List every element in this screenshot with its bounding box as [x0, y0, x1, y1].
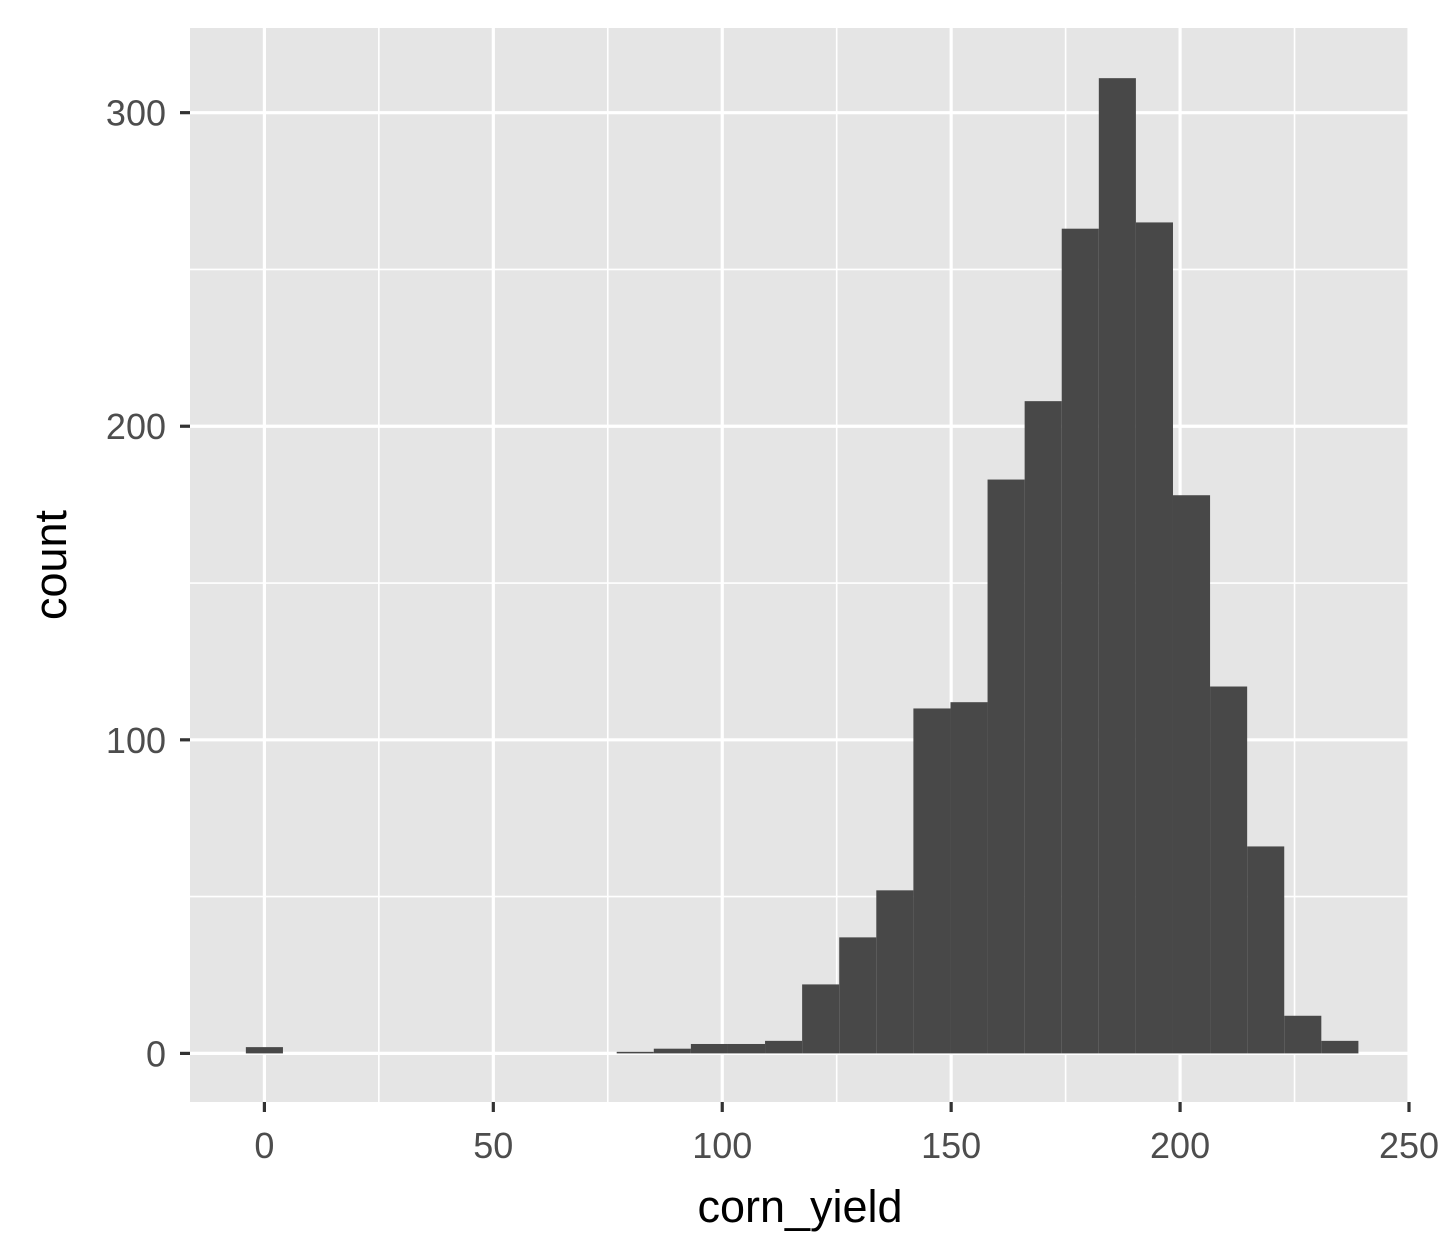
histogram-bar	[616, 1051, 654, 1054]
x-tick-label: 150	[921, 1125, 981, 1166]
histogram-bar	[1024, 401, 1062, 1054]
histogram-bars	[245, 78, 1359, 1054]
histogram-bar	[987, 479, 1025, 1054]
histogram-bar	[727, 1043, 766, 1054]
x-tick-label: 0	[254, 1125, 274, 1166]
histogram-bar	[1098, 78, 1136, 1054]
histogram-bar	[839, 937, 877, 1054]
histogram-bar	[1061, 228, 1099, 1054]
histogram-bar	[1321, 1040, 1359, 1054]
histogram-bar	[653, 1048, 691, 1054]
y-tick-label: 200	[106, 406, 166, 447]
histogram-bar	[245, 1047, 283, 1054]
histogram-bar	[802, 984, 840, 1054]
x-tick-label: 200	[1150, 1125, 1210, 1166]
histogram-bar	[1172, 495, 1211, 1054]
x-axis-ticks: 0 50 100 150 200 250	[254, 1102, 1439, 1166]
x-tick-label: 100	[692, 1125, 752, 1166]
histogram-bar	[876, 890, 914, 1054]
histogram-bar	[765, 1040, 803, 1054]
y-axis-title: count	[25, 509, 76, 620]
x-tick-label: 50	[473, 1125, 513, 1166]
y-tick-label: 0	[146, 1033, 166, 1074]
histogram-bar	[1284, 1015, 1322, 1054]
histogram-bar	[690, 1043, 728, 1054]
histogram-bar	[950, 702, 988, 1054]
y-tick-label: 300	[106, 93, 166, 134]
x-tick-label: 250	[1379, 1125, 1439, 1166]
x-axis-title: corn_yield	[697, 1181, 902, 1232]
histogram-bar	[1135, 222, 1173, 1054]
y-axis-ticks: 0 100 200 300	[106, 93, 190, 1074]
histogram-bar	[1210, 686, 1248, 1054]
histogram-bar	[913, 708, 951, 1054]
y-tick-label: 100	[106, 720, 166, 761]
histogram-bar	[1247, 846, 1285, 1054]
